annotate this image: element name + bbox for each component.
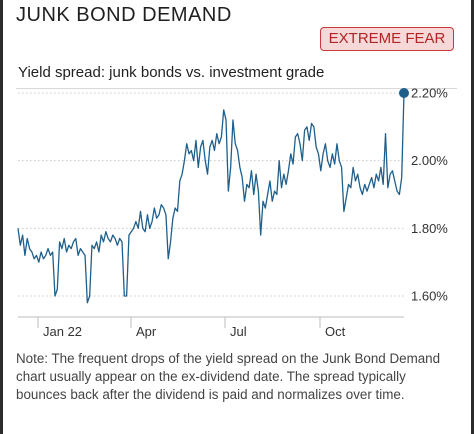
chart-heading: JUNK BOND DEMAND (16, 4, 232, 26)
y-tick-label: 1.60% (411, 289, 448, 304)
title-divider (16, 88, 457, 89)
y-tick-label: 2.00% (411, 153, 448, 168)
sentiment-badge: EXTREME FEAR (320, 27, 454, 51)
x-tick-label: Apr (136, 324, 157, 339)
latest-value-dot (399, 88, 409, 98)
chart-note: Note: The frequent drops of the yield sp… (16, 351, 441, 402)
y-tick-label: 1.80% (411, 221, 448, 236)
series-line (17, 92, 405, 304)
chart-title: Yield spread: junk bonds vs. investment … (18, 64, 325, 81)
x-tick-label: Jul (230, 324, 247, 339)
x-tick-label: Jan 22 (43, 324, 82, 339)
x-tick-label: Oct (325, 324, 346, 339)
y-tick-label: 2.20% (411, 86, 448, 101)
